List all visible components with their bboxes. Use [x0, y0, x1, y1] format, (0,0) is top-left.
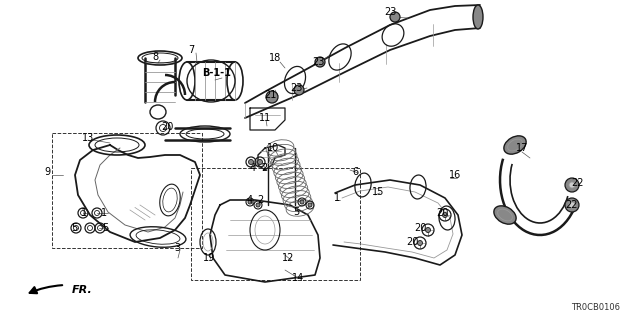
Circle shape	[266, 91, 278, 103]
Circle shape	[257, 159, 262, 164]
Text: 2: 2	[261, 163, 267, 173]
Circle shape	[294, 85, 304, 95]
Text: 6: 6	[352, 167, 358, 177]
Circle shape	[248, 200, 252, 204]
Text: 23: 23	[312, 57, 324, 67]
Ellipse shape	[179, 62, 195, 100]
Text: 8: 8	[152, 52, 158, 62]
Text: 12: 12	[282, 253, 294, 263]
Text: 5: 5	[102, 223, 108, 233]
Bar	[191, 168, 360, 280]
Text: 23: 23	[384, 7, 396, 17]
Text: 5: 5	[293, 207, 299, 217]
Circle shape	[315, 57, 325, 67]
Text: 1: 1	[81, 208, 87, 218]
Text: 22: 22	[572, 178, 584, 188]
Text: B-1-1: B-1-1	[203, 68, 232, 78]
Ellipse shape	[504, 136, 526, 154]
Text: 3: 3	[174, 243, 180, 253]
Text: TR0CB0106: TR0CB0106	[571, 303, 620, 312]
Circle shape	[565, 178, 579, 192]
Bar	[52, 133, 202, 248]
FancyArrowPatch shape	[29, 285, 62, 293]
Text: 5: 5	[71, 223, 77, 233]
Circle shape	[417, 241, 422, 245]
Circle shape	[565, 198, 579, 212]
Ellipse shape	[227, 62, 243, 100]
Text: 4: 4	[247, 195, 253, 205]
Text: 20: 20	[436, 208, 448, 218]
Text: 14: 14	[292, 273, 304, 283]
Text: 9: 9	[44, 167, 50, 177]
Text: 2: 2	[257, 195, 263, 205]
Text: 22: 22	[566, 200, 579, 210]
Text: 20: 20	[414, 223, 426, 233]
Circle shape	[426, 228, 431, 233]
Ellipse shape	[473, 5, 483, 29]
Text: FR.: FR.	[72, 285, 93, 295]
Text: 23: 23	[290, 83, 302, 93]
Text: 4: 4	[250, 163, 256, 173]
Text: 20: 20	[161, 122, 173, 132]
Text: 10: 10	[267, 143, 279, 153]
Text: 1: 1	[101, 208, 107, 218]
Circle shape	[442, 212, 447, 218]
Text: 17: 17	[516, 143, 528, 153]
Text: 21: 21	[264, 90, 276, 100]
Circle shape	[569, 182, 575, 188]
Text: 11: 11	[259, 113, 271, 123]
Circle shape	[248, 159, 253, 164]
Text: 19: 19	[203, 253, 215, 263]
Text: 15: 15	[372, 187, 384, 197]
Circle shape	[569, 202, 575, 208]
Ellipse shape	[494, 206, 516, 224]
Text: 16: 16	[449, 170, 461, 180]
Text: 18: 18	[269, 53, 281, 63]
Circle shape	[256, 203, 260, 207]
Circle shape	[300, 200, 304, 204]
Circle shape	[390, 12, 400, 22]
Text: 20: 20	[406, 237, 418, 247]
Text: 7: 7	[188, 45, 194, 55]
Text: 13: 13	[82, 133, 94, 143]
Text: 1: 1	[334, 193, 340, 203]
Circle shape	[308, 203, 312, 207]
